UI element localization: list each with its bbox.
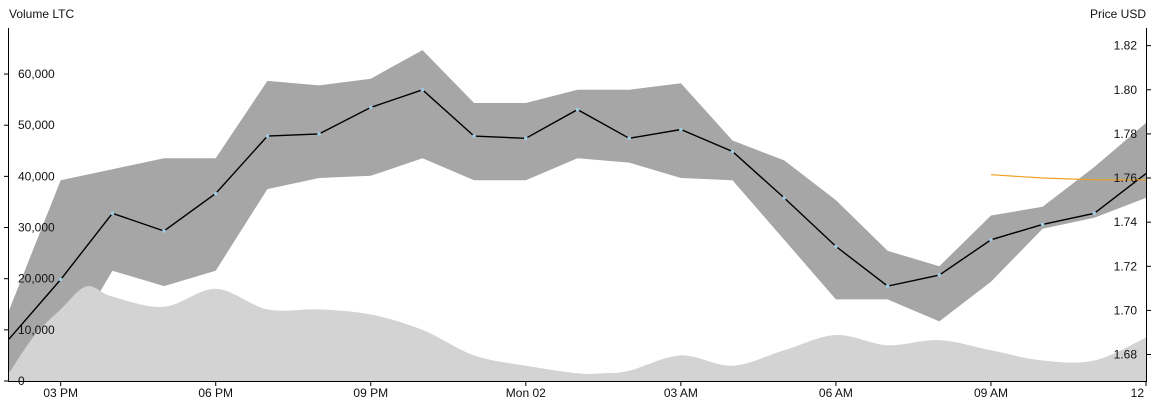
price-point-marker (627, 136, 631, 141)
price-point-marker (213, 191, 218, 196)
price-point-marker (472, 134, 476, 138)
price-point-marker (58, 277, 63, 282)
price-point-marker (989, 238, 993, 242)
price-band (9, 50, 1146, 373)
price-point-marker (162, 229, 166, 233)
price-point-marker (317, 132, 321, 136)
price-point-marker (730, 149, 735, 154)
right-axis-title: Price USD (1090, 7, 1146, 21)
price-point-marker (1040, 222, 1045, 227)
price-point-marker (834, 244, 838, 249)
volume-tick-label: 20,000 (18, 272, 55, 286)
price-tick-label: 1.78 (1114, 127, 1138, 141)
price-point-marker (369, 105, 373, 110)
x-tick-label: Mon 02 (506, 386, 546, 400)
volume-area (9, 286, 1146, 381)
x-tick-label: 12 (1131, 386, 1145, 400)
volume-tick-label: 0 (18, 374, 25, 388)
price-tick-label: 1.80 (1114, 83, 1138, 97)
volume-tick-label: 10,000 (18, 323, 55, 337)
x-tick-label: 03 PM (43, 386, 78, 400)
price-markers-layer (58, 88, 1097, 288)
price-point-marker (1092, 211, 1097, 216)
price-point-marker (782, 196, 786, 200)
reference-line-layer (990, 174, 1146, 181)
price-point-marker (524, 136, 528, 141)
volume-area-layer (9, 286, 1146, 381)
x-tick-label: 06 AM (819, 386, 853, 400)
price-tick-label: 1.76 (1114, 171, 1138, 185)
volume-tick-label: 40,000 (18, 169, 55, 183)
price-tick-label: 1.74 (1114, 215, 1138, 229)
price-point-marker (420, 88, 425, 92)
x-tick-label: 03 AM (664, 386, 698, 400)
price-tick-label: 1.82 (1114, 39, 1138, 53)
price-point-marker (265, 134, 270, 138)
price-point-marker (937, 273, 942, 277)
price-point-marker (575, 107, 580, 112)
reference-line (990, 174, 1146, 181)
price-tick-label: 1.68 (1114, 348, 1138, 362)
x-tick-label: 06 PM (198, 386, 233, 400)
axes-layer: Volume LTC Price USD 0 10,000 20,000 30,000… (4, 7, 1151, 400)
left-axis-title: Volume LTC (9, 7, 74, 21)
volume-tick-label: 50,000 (18, 118, 55, 132)
price-point-marker (885, 284, 890, 288)
x-tick-label: 09 PM (353, 386, 388, 400)
price-tick-label: 1.70 (1114, 303, 1138, 317)
price-point-marker (110, 211, 115, 216)
price-band-layer (9, 50, 1146, 373)
price-point-marker (679, 127, 683, 132)
price-tick-label: 1.72 (1114, 259, 1138, 273)
volume-tick-label: 30,000 (18, 221, 55, 235)
x-tick-label: 09 AM (974, 386, 1008, 400)
volume-tick-label: 60,000 (18, 67, 55, 81)
